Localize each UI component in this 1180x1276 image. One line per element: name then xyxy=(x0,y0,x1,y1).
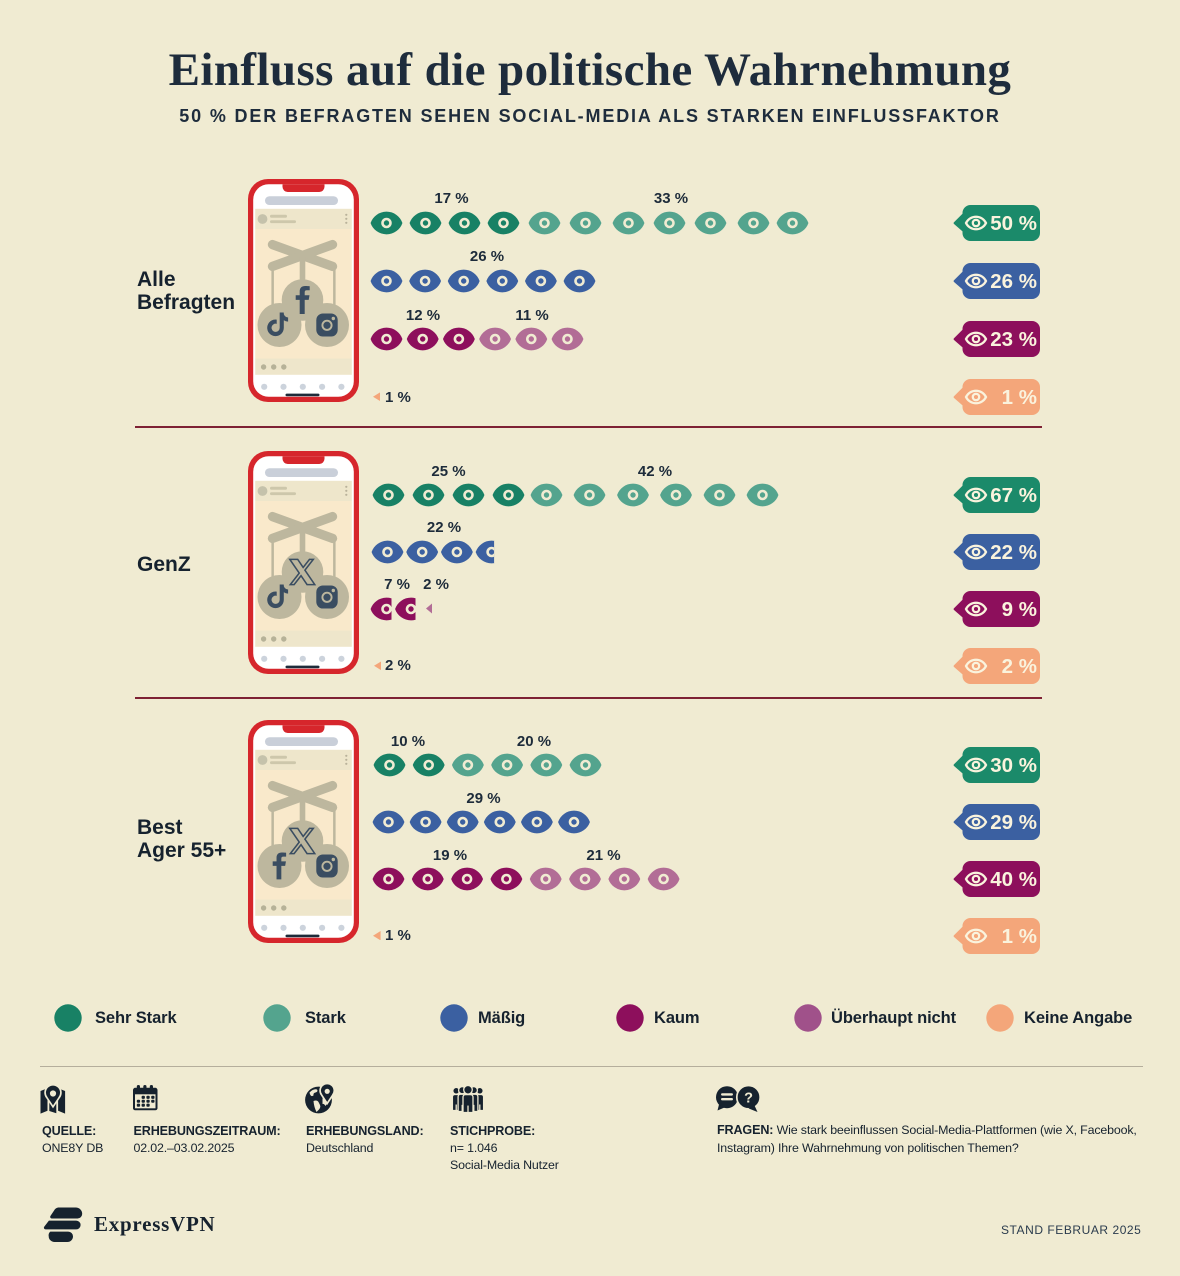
svg-text:26 %: 26 % xyxy=(990,270,1037,293)
svg-text:?: ? xyxy=(744,1090,753,1106)
svg-text:9 %: 9 % xyxy=(1002,598,1037,621)
svg-text:40 %: 40 % xyxy=(990,868,1037,891)
svg-text:2 %: 2 % xyxy=(1002,655,1037,678)
svg-text:22 %: 22 % xyxy=(990,541,1037,564)
svg-text:30 %: 30 % xyxy=(990,754,1037,777)
svg-text:29 %: 29 % xyxy=(990,811,1037,834)
svg-text:1 %: 1 % xyxy=(1002,925,1037,948)
svg-text:50 %: 50 % xyxy=(990,212,1037,235)
svg-text:1 %: 1 % xyxy=(1002,386,1037,409)
svg-text:23 %: 23 % xyxy=(990,328,1037,351)
svg-text:67 %: 67 % xyxy=(990,484,1037,507)
